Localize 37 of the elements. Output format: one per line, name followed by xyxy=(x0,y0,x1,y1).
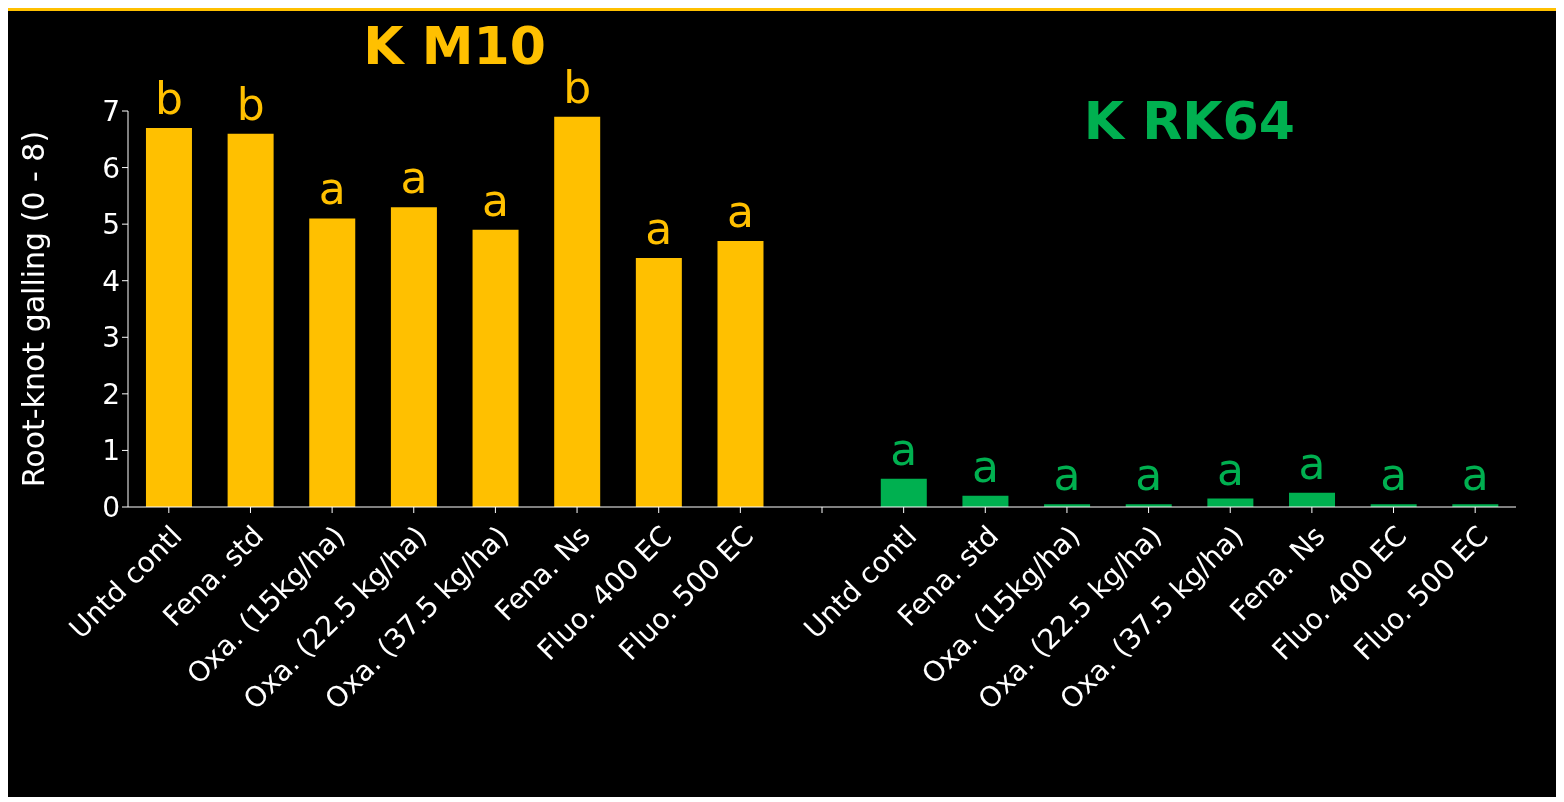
data-label: a xyxy=(1380,449,1408,501)
data-label: b xyxy=(154,72,183,124)
y-tick-label: 4 xyxy=(102,264,120,298)
y-axis-title: Root-knot galling (0 - 8) xyxy=(15,130,51,488)
data-label: a xyxy=(1135,449,1163,501)
text: K RK64 xyxy=(1082,91,1296,151)
y-tick-label: 3 xyxy=(102,321,120,355)
bar xyxy=(880,478,927,507)
data-label: b xyxy=(563,61,592,113)
data-label: a xyxy=(482,174,510,226)
data-label: b xyxy=(236,78,265,130)
bar xyxy=(309,218,356,507)
data-label: a xyxy=(645,203,673,255)
bar xyxy=(635,258,682,507)
y-tick-label: 2 xyxy=(102,377,120,411)
data-label: a xyxy=(890,423,918,475)
bar xyxy=(472,229,519,507)
bar xyxy=(717,241,764,507)
data-label: a xyxy=(1461,449,1489,501)
data-label: a xyxy=(318,163,346,215)
bar xyxy=(145,127,192,507)
y-tick-label: 5 xyxy=(102,208,120,242)
series-label: K M10 xyxy=(363,16,546,76)
data-label: a xyxy=(727,186,754,238)
y-tick-label: 1 xyxy=(102,434,120,468)
bar xyxy=(554,116,601,507)
y-tick-label: 0 xyxy=(102,490,120,524)
bar xyxy=(390,207,437,507)
data-label: a xyxy=(1053,449,1081,501)
bar xyxy=(227,133,274,507)
bar xyxy=(1289,492,1336,507)
data-label: a xyxy=(400,152,428,204)
data-label: a xyxy=(1298,437,1326,489)
data-label: a xyxy=(1216,443,1244,495)
y-tick-label: 7 xyxy=(102,94,120,128)
data-label: a xyxy=(971,440,999,492)
y-tick-label: 6 xyxy=(102,151,120,185)
